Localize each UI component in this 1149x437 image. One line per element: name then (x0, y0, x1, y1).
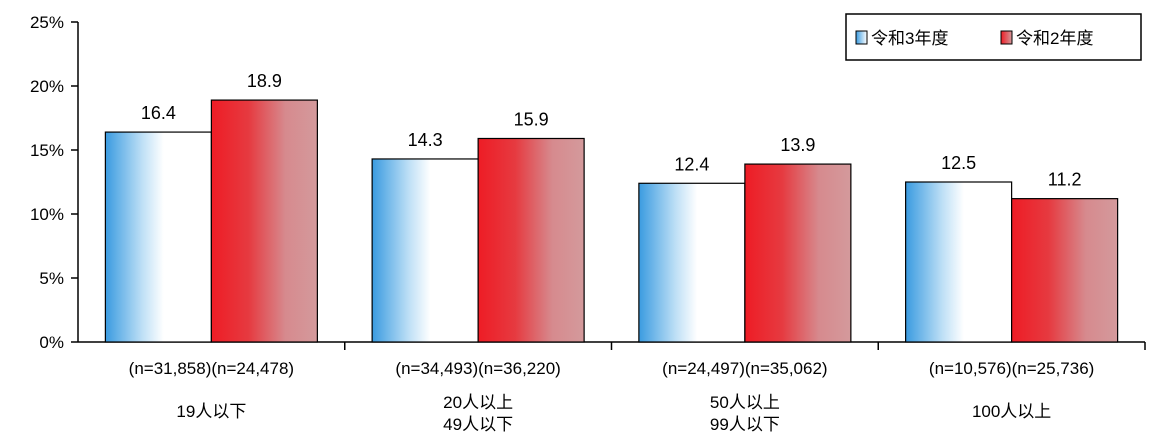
sample-size-label: (n=34,493)(n=36,220) (395, 359, 560, 378)
sample-size: (n=24,497) (662, 359, 745, 378)
data-label: 16.4 (141, 103, 176, 123)
data-label: 13.9 (780, 135, 815, 155)
x-axis-labels: (n=31,858)(n=24,478) 19人以下 (n=34,493)(n=36… (129, 359, 1095, 434)
bars (104, 99, 1119, 343)
sample-size: (n=10,576) (929, 359, 1012, 378)
y-tick-label: 25% (30, 13, 64, 32)
data-label: 14.3 (408, 130, 443, 150)
category-label: 20人以上 (443, 393, 513, 412)
data-label: 15.9 (514, 109, 549, 129)
data-label: 18.9 (247, 71, 282, 91)
category-label: 50人以上 (710, 393, 780, 412)
sample-size: (n=25,736) (1012, 359, 1095, 378)
bar-series-0 (638, 182, 746, 343)
sample-size-label: (n=31,858)(n=24,478) (129, 359, 294, 378)
category-label: 100人以上 (972, 402, 1051, 421)
data-label: 11.2 (1048, 170, 1082, 190)
bar-series-1 (1011, 198, 1119, 343)
data-label: 12.5 (941, 153, 976, 173)
category-label: 49人以下 (443, 415, 513, 434)
legend-swatch (1000, 30, 1013, 45)
legend-label: 令和2年度 (1016, 29, 1093, 48)
y-tick-label: 15% (30, 141, 64, 160)
y-tick-label: 5% (39, 269, 64, 288)
bar-series-0 (371, 158, 479, 343)
sample-size: (n=24,478) (211, 359, 294, 378)
bar-series-0 (104, 131, 212, 343)
sample-size-label: (n=10,576)(n=25,736) (929, 359, 1094, 378)
bar-series-1 (744, 163, 852, 343)
y-tick-label: 10% (30, 205, 64, 224)
sample-size: (n=31,858) (129, 359, 212, 378)
legend-box (845, 13, 1142, 61)
sample-size: (n=36,220) (478, 359, 561, 378)
legend: 令和3年度 令和2年度 (845, 13, 1142, 61)
data-labels: 16.4 18.9 14.3 15.9 12.4 13.9 12.5 11.2 (141, 71, 1082, 190)
legend-swatch (855, 30, 868, 45)
bar-series-0 (905, 181, 1013, 343)
bar-series-1 (477, 137, 585, 343)
category-label: 19人以下 (176, 402, 246, 421)
y-tick-label: 20% (30, 77, 64, 96)
legend-label: 令和3年度 (871, 29, 948, 48)
sample-size: (n=35,062) (745, 359, 828, 378)
category-label: 99人以下 (710, 415, 780, 434)
y-tick-label: 0% (39, 333, 64, 352)
sample-size-label: (n=24,497)(n=35,062) (662, 359, 827, 378)
sample-size: (n=34,493) (395, 359, 478, 378)
data-label: 12.4 (674, 154, 709, 174)
bar-series-1 (210, 99, 318, 343)
